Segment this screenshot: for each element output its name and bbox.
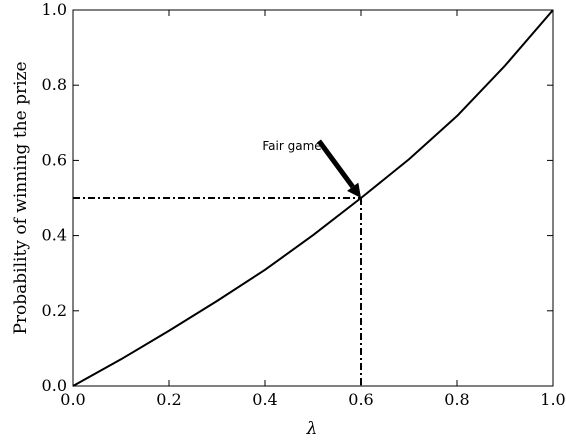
x-tick-label: 0.4: [252, 390, 277, 409]
y-tick-label: 0.4: [42, 226, 67, 245]
x-tick-label: 0.0: [60, 390, 85, 409]
annotation-arrow-shaft: [316, 139, 355, 189]
y-tick-label: 1.0: [42, 0, 67, 19]
x-tick-label: 1.0: [540, 390, 565, 409]
x-tick-label: 0.2: [156, 390, 181, 409]
x-tick-label: 0.8: [444, 390, 469, 409]
annotation-arrow-head: [347, 182, 361, 198]
y-tick-label: 0.0: [42, 376, 67, 395]
x-tick-label: 0.6: [348, 390, 373, 409]
x-axis-label: λ: [306, 419, 318, 439]
fair-game-annotation: Fair game: [262, 139, 321, 153]
y-tick-label: 0.2: [42, 301, 67, 320]
y-tick-label: 0.8: [42, 75, 67, 94]
probability-curve: [72, 9, 554, 387]
y-tick-label: 0.6: [42, 150, 67, 169]
y-axis-label: Probability of winning the prize: [11, 61, 31, 334]
